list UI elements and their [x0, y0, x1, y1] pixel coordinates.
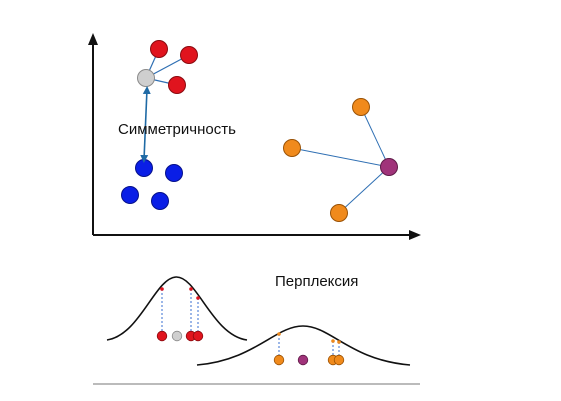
- symmetry-label: Симметричность: [118, 121, 236, 138]
- red-point: [192, 330, 204, 342]
- red-point: [150, 40, 168, 58]
- orange-point: [330, 204, 348, 222]
- gray-query-point: [171, 330, 183, 342]
- wide-row-points: [273, 354, 345, 366]
- blue-point: [121, 186, 139, 204]
- red-point: [168, 76, 186, 94]
- wide-curve-marks: [277, 332, 341, 344]
- orange-point: [273, 354, 285, 366]
- gray-query-point: [137, 69, 155, 87]
- blue-cluster: [121, 159, 183, 210]
- orange-point: [283, 139, 301, 157]
- wide-guides: [278, 334, 340, 359]
- orange-cluster: [283, 98, 370, 222]
- red-point: [156, 330, 168, 342]
- red-point: [180, 46, 198, 64]
- blue-point: [135, 159, 153, 177]
- narrow-row-points: [156, 330, 204, 342]
- purple-point-links: [291, 106, 390, 214]
- blue-point: [151, 192, 169, 210]
- narrow-curve-marks: [160, 287, 200, 300]
- narrow-guides: [161, 289, 199, 334]
- perplexity-label: Перплексия: [275, 273, 358, 290]
- orange-point: [352, 98, 370, 116]
- wide-gaussian-curve: [196, 325, 411, 366]
- arrow-right-icon: [409, 230, 421, 240]
- perplexity-panel: Перплексия: [93, 273, 420, 385]
- double-headed-arrow-icon: [140, 86, 151, 163]
- red-cluster: [150, 40, 198, 94]
- arrow-up-icon: [88, 33, 98, 45]
- scatter-panel: Симметричность: [88, 33, 421, 240]
- purple-query-point: [297, 354, 309, 366]
- purple-query-point: [380, 158, 398, 176]
- blue-point: [165, 164, 183, 182]
- orange-point: [333, 354, 345, 366]
- narrow-gaussian-curve: [106, 276, 248, 341]
